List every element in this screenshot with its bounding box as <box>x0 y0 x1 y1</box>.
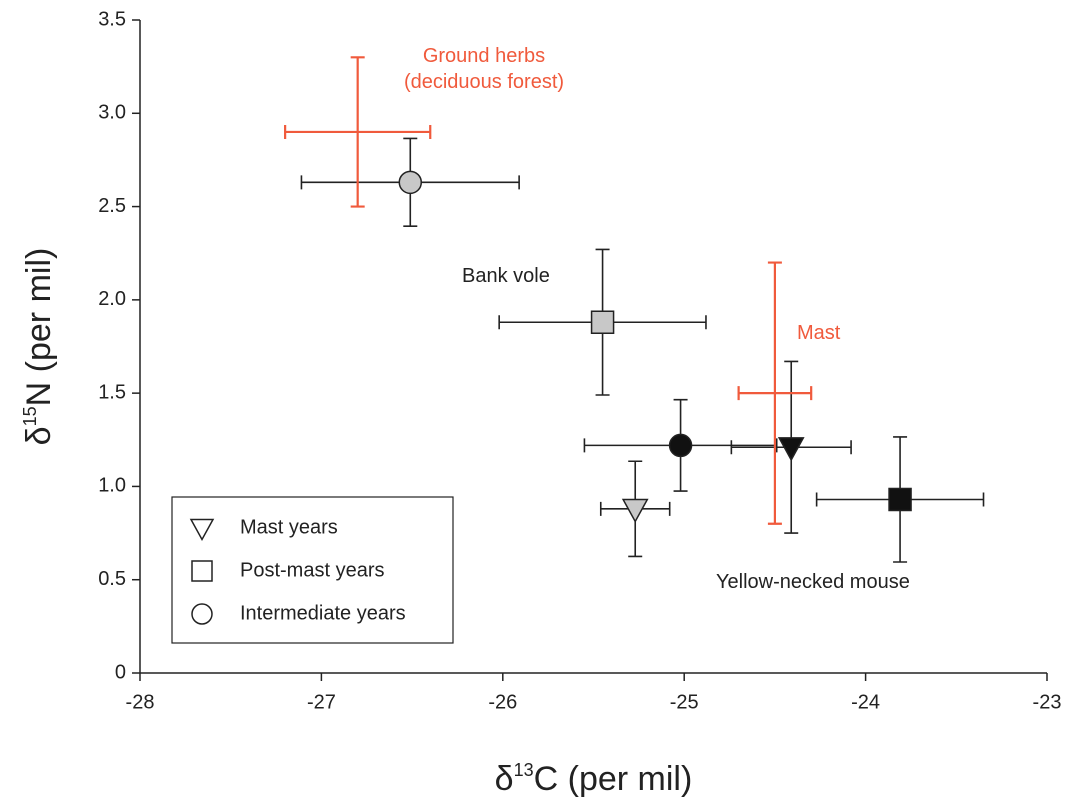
y-axis-label-rest: N (per mil) <box>20 248 58 407</box>
point <box>398 170 423 195</box>
y-tick-label: 1.5 <box>98 381 126 403</box>
y-tick-label: 3.0 <box>98 102 126 124</box>
legend-label: Mast years <box>240 516 338 538</box>
series-label: (deciduous forest) <box>404 71 564 93</box>
legend-marker <box>191 560 213 582</box>
x-tick-label: -24 <box>851 691 880 713</box>
x-tick-label: -27 <box>307 691 336 713</box>
y-tick-label: 2.5 <box>98 195 126 217</box>
x-tick-label: -28 <box>126 691 155 713</box>
y-tick-label: 1.0 <box>98 475 126 497</box>
legend-marker <box>191 603 213 625</box>
y-tick-label: 0.5 <box>98 568 126 590</box>
point <box>777 437 805 462</box>
legend-label: Intermediate years <box>240 602 406 624</box>
y-axis-label-symbol: δ <box>20 426 58 445</box>
x-axis-label-symbol: δ <box>495 760 514 798</box>
y-tick-label: 3.5 <box>98 8 126 30</box>
x-axis-label: δ13C (per mil) <box>495 760 693 798</box>
series-label: Ground herbs <box>423 45 545 67</box>
x-tick-label: -26 <box>488 691 517 713</box>
legend-box <box>171 496 454 644</box>
point <box>668 433 693 458</box>
x-axis-label-rest: C (per mil) <box>534 760 693 798</box>
series-label: Mast <box>797 322 841 344</box>
legend-label: Post-mast years <box>240 559 384 581</box>
y-tick-label: 2.0 <box>98 288 126 310</box>
series-label: Bank vole <box>462 265 550 287</box>
error-bar-x <box>737 386 813 401</box>
point <box>590 310 615 334</box>
x-tick-label: -23 <box>1033 691 1062 713</box>
x-tick-label: -25 <box>670 691 699 713</box>
point <box>621 498 649 524</box>
y-axis-label: δ15N (per mil) <box>20 248 58 446</box>
legend-marker <box>189 518 215 542</box>
y-tick-label: 0 <box>115 661 126 683</box>
error-bar-x <box>284 124 432 139</box>
y-axis-label-sup: 15 <box>20 406 40 426</box>
point <box>888 487 912 512</box>
x-axis-label-sup: 13 <box>514 760 534 780</box>
series-label: Yellow-necked mouse <box>716 571 910 593</box>
